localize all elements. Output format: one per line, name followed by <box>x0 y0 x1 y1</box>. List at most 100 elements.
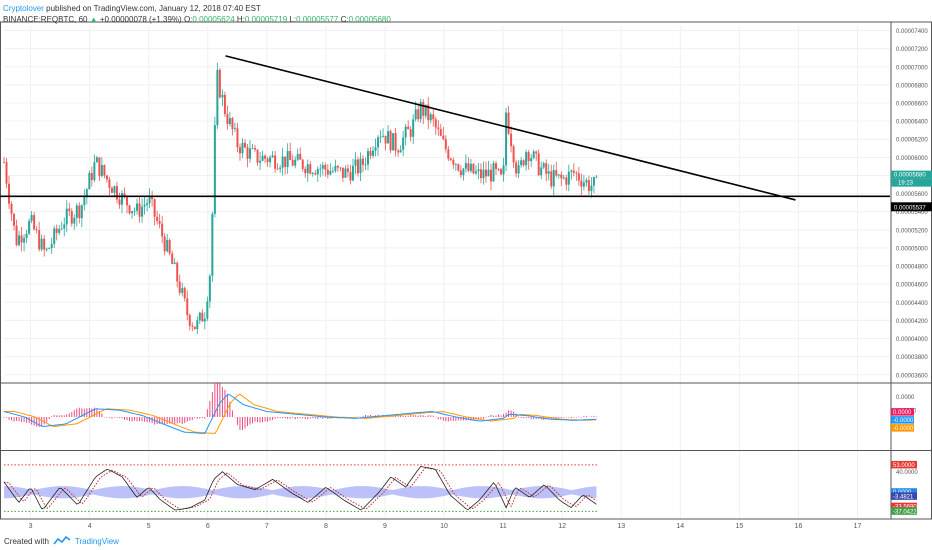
candle-body <box>211 213 214 276</box>
macd-histogram-bar <box>221 387 223 417</box>
candle-body <box>15 225 18 246</box>
x-tick-label: 5 <box>147 523 151 530</box>
macd-histogram-bar <box>51 416 53 417</box>
candle-body <box>95 157 98 163</box>
candle-body <box>346 168 349 172</box>
candle-body <box>527 152 530 162</box>
macd-histogram-bar <box>181 417 183 425</box>
macd-histogram-bar <box>555 417 557 419</box>
candle-body <box>60 228 63 230</box>
ohlc-line: BINANCE:REQBTC, 60 ▲ +0.00000078 (+1.39%… <box>3 14 391 25</box>
author-link[interactable]: Cryptolover <box>3 4 44 13</box>
line-price-tag <box>891 202 932 212</box>
time-axis[interactable]: 3 4 5 6 7 8 9 10 11 12 13 14 15 16 17 <box>29 523 862 530</box>
x-tick-label: 14 <box>676 523 684 530</box>
high-value: 0.00005719 <box>244 15 288 24</box>
macd-histogram-bar <box>21 417 23 423</box>
macd-tag-text: -0.0000 <box>893 426 914 432</box>
candle-body <box>203 318 206 322</box>
candle-body <box>143 204 146 207</box>
y-tick-label: 0.00006400 <box>896 120 928 126</box>
candle-body <box>505 112 508 166</box>
macd-histogram-bar <box>500 415 502 417</box>
candle-body <box>228 118 231 124</box>
macd-histogram-bar <box>322 417 324 419</box>
y-tick-label: 0.00004800 <box>896 265 928 271</box>
macd-histogram-bar <box>252 417 254 424</box>
y-tick-label: 0.00003600 <box>896 373 928 379</box>
macd-histogram-bar <box>540 417 542 420</box>
macd-histogram-bar <box>18 417 20 422</box>
x-tick-label: 7 <box>265 523 269 530</box>
candle-body <box>296 153 299 160</box>
candle-body <box>507 112 510 134</box>
candle-body <box>196 320 199 330</box>
candle-body <box>299 153 302 160</box>
tradingview-brand[interactable]: TradingView <box>74 536 119 546</box>
candle-body <box>173 262 176 264</box>
candle-body <box>126 195 129 206</box>
candle-body <box>148 196 151 204</box>
axis-tags: 0.00005680 19:23 0.00005537 0.0000 -0.0000 -0… <box>891 170 932 515</box>
candle-body <box>467 163 470 171</box>
macd-histogram-bar <box>525 417 527 419</box>
candle-body <box>321 164 324 169</box>
candle-body <box>449 158 452 160</box>
candle-body <box>469 163 472 171</box>
macd-histogram-bar <box>219 383 221 417</box>
macd-histogram-bar <box>477 417 479 420</box>
macd-histogram-bar <box>575 417 577 418</box>
macd-histogram-bar <box>118 417 120 418</box>
y-tick-label: 0.00007000 <box>896 65 928 71</box>
macd-histogram-bar <box>236 417 238 425</box>
macd-histogram-bar <box>68 413 70 417</box>
candle-body <box>309 164 312 174</box>
candle-body <box>484 169 487 177</box>
macd-histogram-bar <box>467 417 469 421</box>
symbol-label: BINANCE:REQBTC, 60 <box>3 15 88 24</box>
candle-body <box>146 203 149 205</box>
x-tick-label: 8 <box>324 523 328 530</box>
macd-histogram-bar <box>149 417 151 423</box>
macd-histogram-bar <box>370 414 372 417</box>
macd-histogram-bar <box>583 415 585 417</box>
stoch-tag <box>891 492 917 500</box>
macd-histogram-bar <box>402 415 404 417</box>
macd-tag <box>891 416 914 424</box>
macd-histogram-bar <box>38 417 40 427</box>
x-tick-label: 3 <box>29 523 33 530</box>
macd-histogram-bar <box>6 417 8 418</box>
macd-histogram-bar <box>166 417 168 424</box>
macd-histogram-bar <box>91 408 93 417</box>
candle-body <box>274 155 277 169</box>
macd-histogram-bar <box>548 417 550 420</box>
macd-histogram-bar <box>106 417 108 418</box>
close-value: 0.00005680 <box>348 15 391 24</box>
candle-body <box>565 177 568 185</box>
macd-histogram-bar <box>422 415 424 417</box>
macd-histogram-bar <box>136 417 138 422</box>
candle-body <box>23 238 26 243</box>
candle-body <box>512 146 515 163</box>
candle-body <box>379 136 382 138</box>
candle-body <box>75 205 78 218</box>
macd-histogram-bar <box>111 417 113 419</box>
candle-body <box>407 126 410 130</box>
candle-body <box>198 312 201 321</box>
macd-histogram-bar <box>573 417 575 418</box>
macd-histogram-bar <box>83 408 85 417</box>
candle-body <box>495 163 498 170</box>
macd-histogram-bar <box>78 407 80 417</box>
macd-histogram-bar <box>23 417 25 422</box>
candle-body <box>120 193 123 205</box>
macd-histogram-bar <box>234 417 236 418</box>
candle-body <box>28 220 31 234</box>
macd-histogram-bar <box>595 416 597 418</box>
macd-histogram-bar <box>53 414 55 417</box>
macd-histogram-bar <box>585 415 587 417</box>
x-tick-label: 10 <box>440 523 448 530</box>
macd-histogram-bar <box>264 417 266 422</box>
stoch-tag-text: 53.0000 <box>893 463 915 469</box>
macd-histogram-bar <box>93 407 95 417</box>
